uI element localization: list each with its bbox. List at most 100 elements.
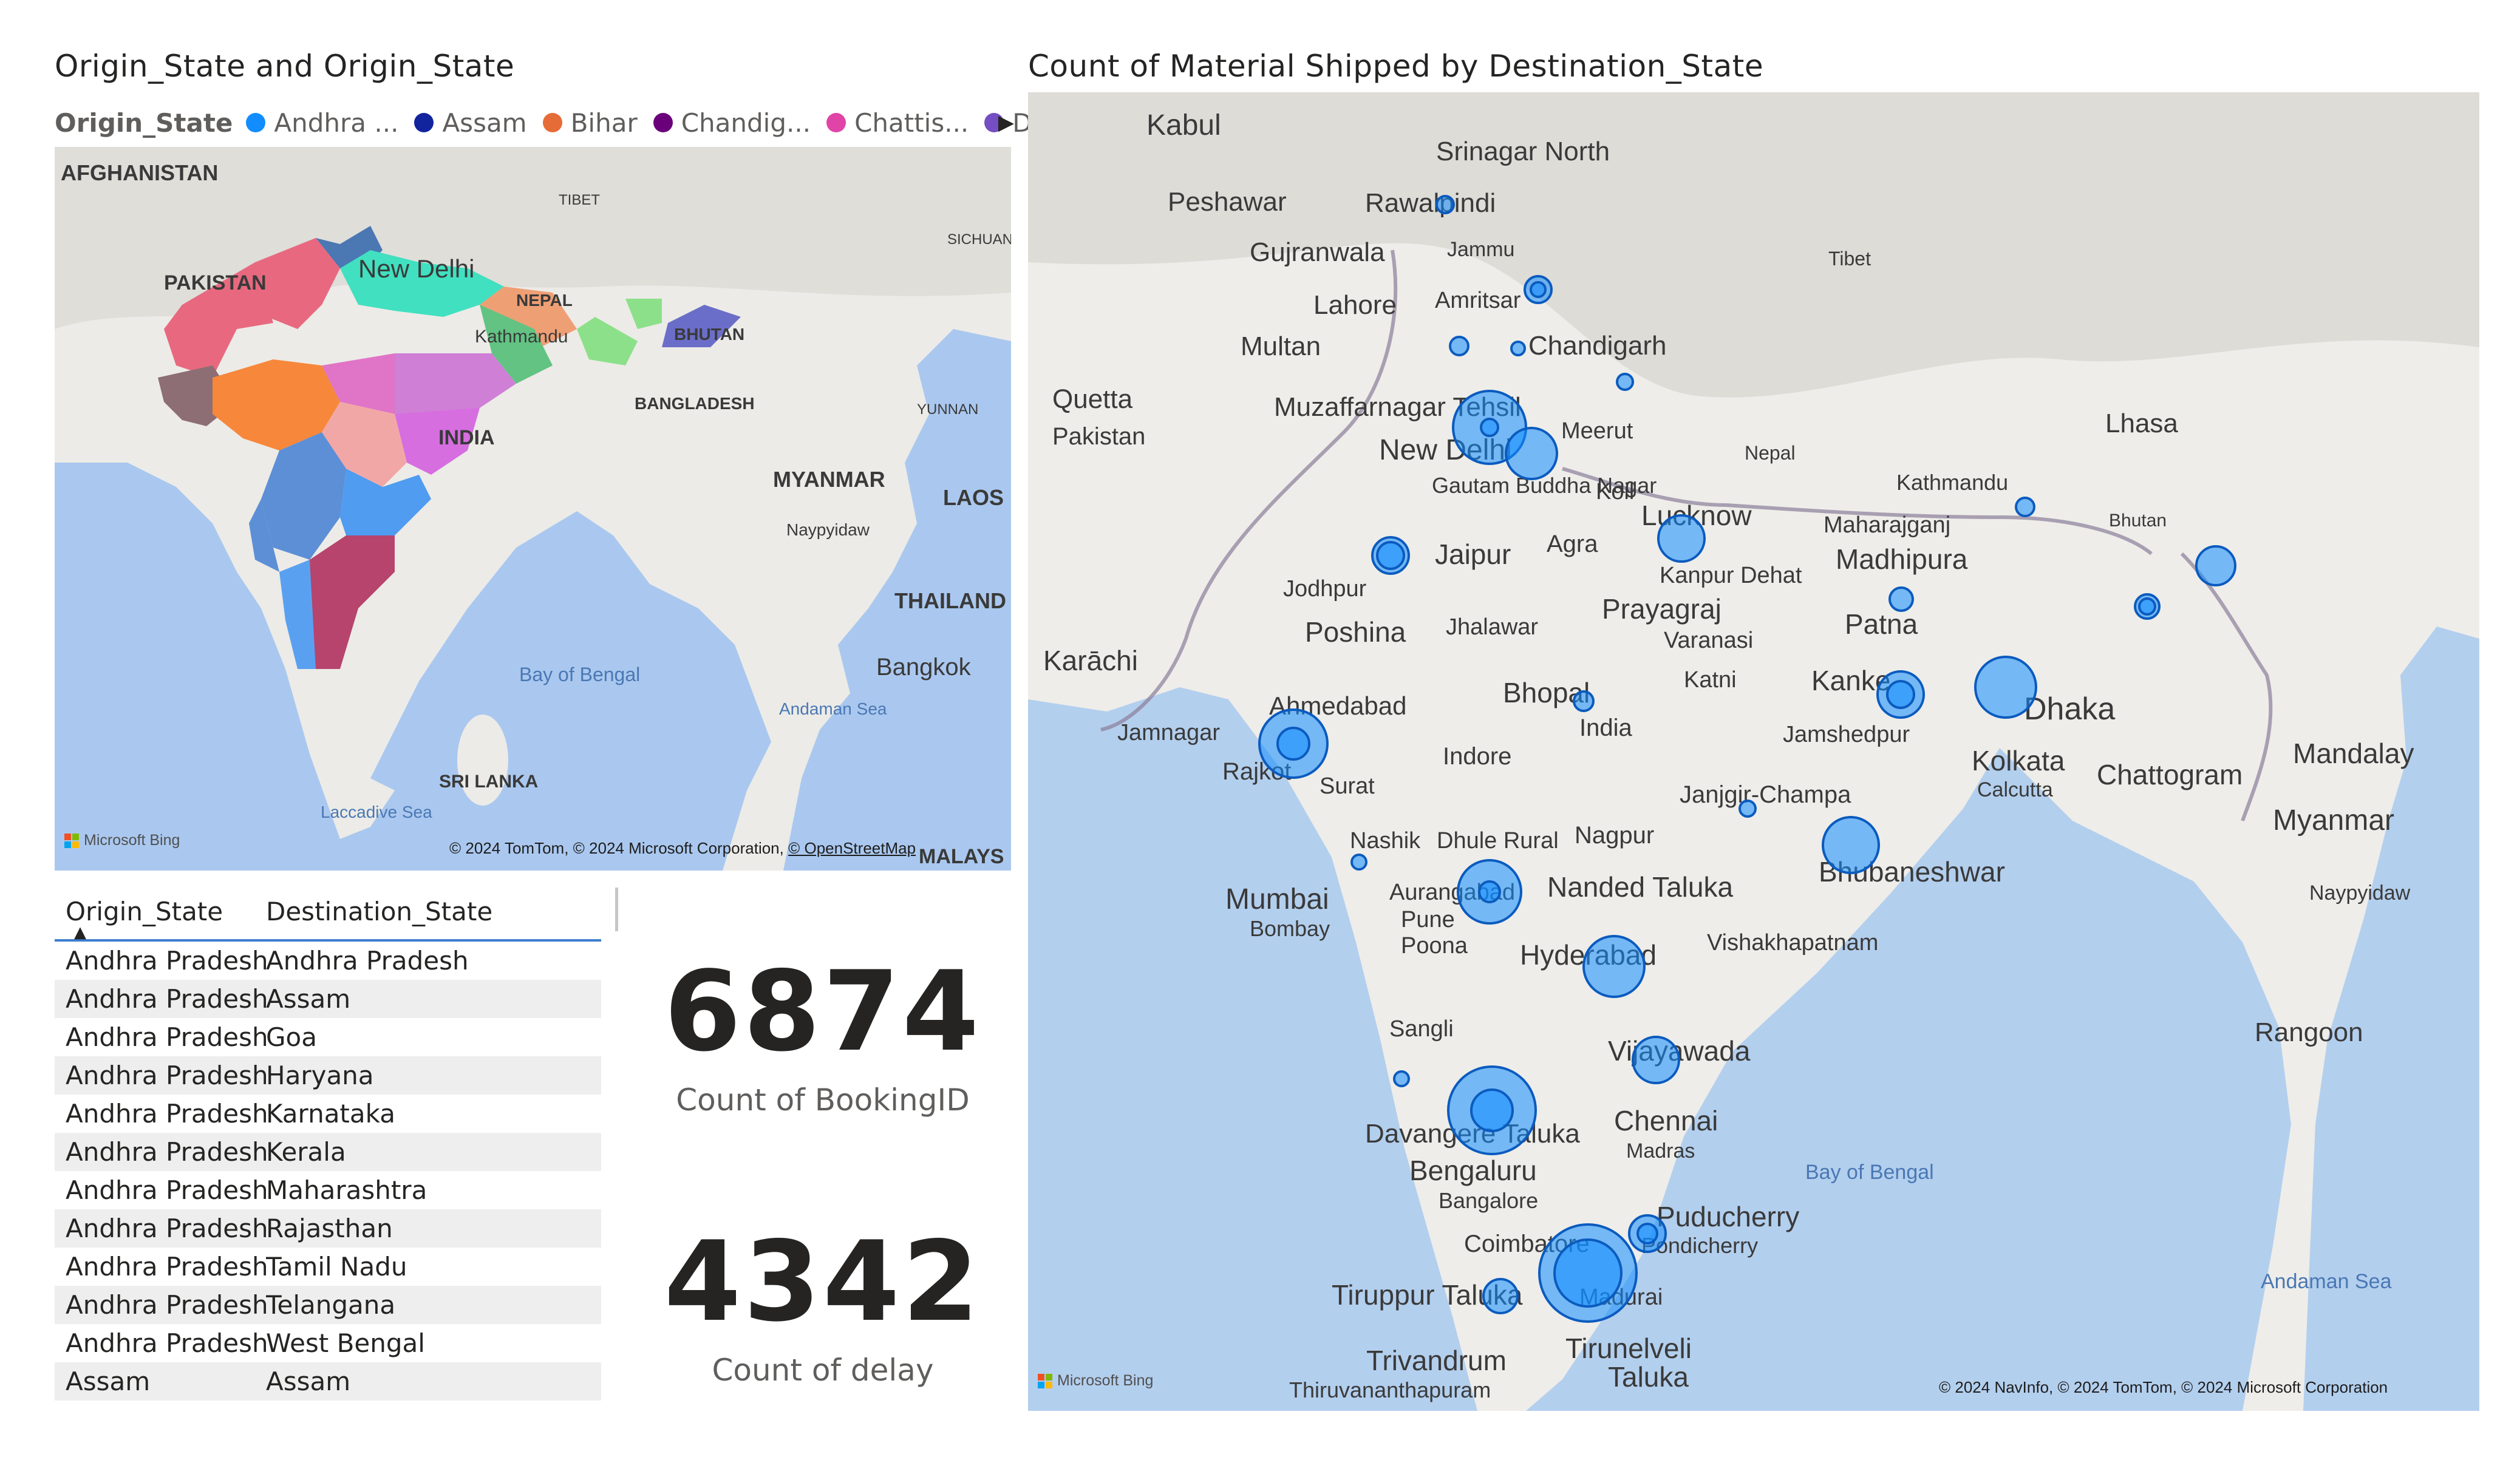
cell-destination: Andhra Pradesh: [266, 946, 469, 976]
bubble[interactable]: [1974, 656, 2037, 719]
map-label: LAOS: [943, 485, 1004, 510]
bubble[interactable]: [1822, 816, 1880, 874]
map-label: Dhule Rural: [1437, 828, 1559, 854]
cell-destination: Maharashtra: [266, 1175, 427, 1205]
table-row[interactable]: Andhra Pradesh Karnataka: [55, 1095, 601, 1133]
bubble[interactable]: [1350, 854, 1367, 871]
map-label: Janjgir-Champa: [1680, 781, 1851, 808]
map-label: AFGHANISTAN: [61, 160, 218, 185]
table-row[interactable]: Andhra Pradesh Haryana: [55, 1056, 601, 1095]
column-header-origin-state[interactable]: Origin_State: [66, 896, 223, 926]
legend-item-assam[interactable]: Assam: [414, 107, 527, 138]
map-label: Kanpur Dehat: [1660, 563, 1802, 588]
map-label: Nepal: [1745, 442, 1796, 464]
map-label: Gautam Buddha Nagar: [1432, 473, 1657, 498]
map-label: Jamshedpur: [1783, 722, 1910, 747]
map-label: Dhaka: [2024, 691, 2115, 727]
table-row[interactable]: Andhra Pradesh Andhra Pradesh: [55, 942, 601, 980]
bubble[interactable]: [1573, 690, 1595, 712]
table-row[interactable]: Andhra Pradesh Rajasthan: [55, 1209, 601, 1248]
table-row[interactable]: Andhra Pradesh Kerala: [55, 1133, 601, 1171]
bubble[interactable]: [1482, 1278, 1519, 1314]
bubble[interactable]: [1449, 336, 1469, 356]
map-label: Amritsar: [1435, 288, 1521, 313]
cell-origin: Andhra Pradesh: [66, 1099, 266, 1129]
bubble[interactable]: [1435, 195, 1455, 214]
filled-map[interactable]: AFGHANISTAN PAKISTAN TIBET SICHUAN New D…: [55, 147, 1011, 871]
bubble[interactable]: [1376, 541, 1405, 570]
table-row[interactable]: Andhra Pradesh Maharashtra: [55, 1171, 601, 1209]
table-row[interactable]: Andhra Pradesh West Bengal: [55, 1324, 601, 1362]
map-label: Naypyidaw: [786, 520, 870, 539]
bubble[interactable]: [1480, 418, 1499, 437]
legend-item-andhra[interactable]: Andhra ...: [246, 108, 398, 138]
cell-destination: Tamil Nadu: [266, 1252, 407, 1282]
cell-origin: Andhra Pradesh: [66, 1214, 266, 1243]
map-label: Bay of Bengal: [519, 664, 640, 685]
bubble[interactable]: [2195, 545, 2236, 586]
legend-item-bihar[interactable]: Bihar: [542, 108, 638, 138]
sort-ascending-icon[interactable]: ▲: [74, 923, 86, 942]
legend-dot: [984, 113, 1004, 132]
table-scrollbar[interactable]: [615, 888, 618, 931]
bubble[interactable]: [1738, 800, 1757, 818]
legend-next-arrow-icon[interactable]: ▶: [998, 110, 1014, 135]
bubble-map-canvas: Kabul Peshawar Rawalpindi Srinagar North…: [1028, 92, 2479, 1411]
map-label: Madras: [1626, 1139, 1695, 1163]
legend-item-chandigarh[interactable]: Chandig...: [653, 108, 811, 138]
legend-label: Assam: [442, 107, 527, 138]
map-label: Jamnagar: [1117, 720, 1220, 745]
table-row[interactable]: Andhra Pradesh Tamil Nadu: [55, 1248, 601, 1286]
bubble[interactable]: [1478, 880, 1501, 903]
bubble[interactable]: [1393, 1070, 1410, 1087]
map-label: Patna: [1845, 608, 1918, 640]
table-row[interactable]: Assam Assam: [55, 1362, 601, 1401]
map-label: Karāchi: [1043, 645, 1138, 676]
column-header-destination-state[interactable]: Destination_State: [266, 896, 493, 926]
bubble-map[interactable]: Kabul Peshawar Rawalpindi Srinagar North…: [1028, 92, 2479, 1411]
card-delay-count: 4342 Count of delay: [592, 1226, 1054, 1388]
map-label: Pakistan: [1052, 423, 1145, 450]
bubble[interactable]: [1616, 373, 1634, 391]
map-label: Taluka: [1608, 1361, 1689, 1393]
map-label: Nagpur: [1575, 822, 1654, 849]
openstreetmap-link[interactable]: © OpenStreetMap: [788, 839, 916, 857]
map-label: Tirunelveli: [1565, 1333, 1692, 1364]
bubble[interactable]: [1636, 1223, 1658, 1245]
bubble[interactable]: [1276, 727, 1310, 761]
map-label: BANGLADESH: [635, 394, 755, 413]
table-row[interactable]: Andhra Pradesh Goa: [55, 1018, 601, 1056]
bubble[interactable]: [1505, 427, 1558, 480]
bubble[interactable]: [1888, 586, 1914, 612]
map-label: Kabul: [1146, 109, 1221, 141]
table-row[interactable]: Andhra Pradesh Telangana: [55, 1286, 601, 1324]
bubble[interactable]: [1657, 514, 1706, 563]
cell-destination: Assam: [266, 1367, 351, 1396]
map-label: Myanmar: [2273, 804, 2394, 837]
bubble[interactable]: [1510, 341, 1526, 356]
legend-label: Andhra ...: [274, 107, 399, 138]
cell-origin: Andhra Pradesh: [66, 1061, 266, 1090]
card-booking-count: 6874 Count of BookingID: [592, 956, 1054, 1118]
map-label: Indore: [1443, 743, 1511, 770]
bubble[interactable]: [1530, 281, 1547, 298]
bubble[interactable]: [1632, 1036, 1680, 1084]
bubble[interactable]: [2015, 497, 2035, 517]
map-label: Trivandrum: [1366, 1345, 1507, 1376]
map-label: Kathmandu: [1896, 470, 2008, 495]
bubble[interactable]: [2138, 597, 2156, 616]
map-label: Poshina: [1305, 616, 1406, 648]
map-label: Chandigarh: [1528, 331, 1667, 361]
map-label: YUNNAN: [917, 401, 978, 418]
map-label: Jhalawar: [1446, 614, 1538, 640]
map-label: Surat: [1320, 773, 1375, 799]
legend-dot: [414, 113, 434, 132]
bubble[interactable]: [1582, 935, 1646, 998]
bubble[interactable]: [1886, 680, 1915, 709]
map-label: Pune: [1401, 907, 1455, 932]
legend-item-chhattisgarh[interactable]: Chattis...: [826, 108, 969, 138]
bubble[interactable]: [1470, 1089, 1514, 1132]
table-row[interactable]: Andhra Pradesh Assam: [55, 980, 601, 1018]
map-label: Vishakhapatnam: [1707, 930, 1878, 956]
bubble[interactable]: [1553, 1238, 1623, 1308]
